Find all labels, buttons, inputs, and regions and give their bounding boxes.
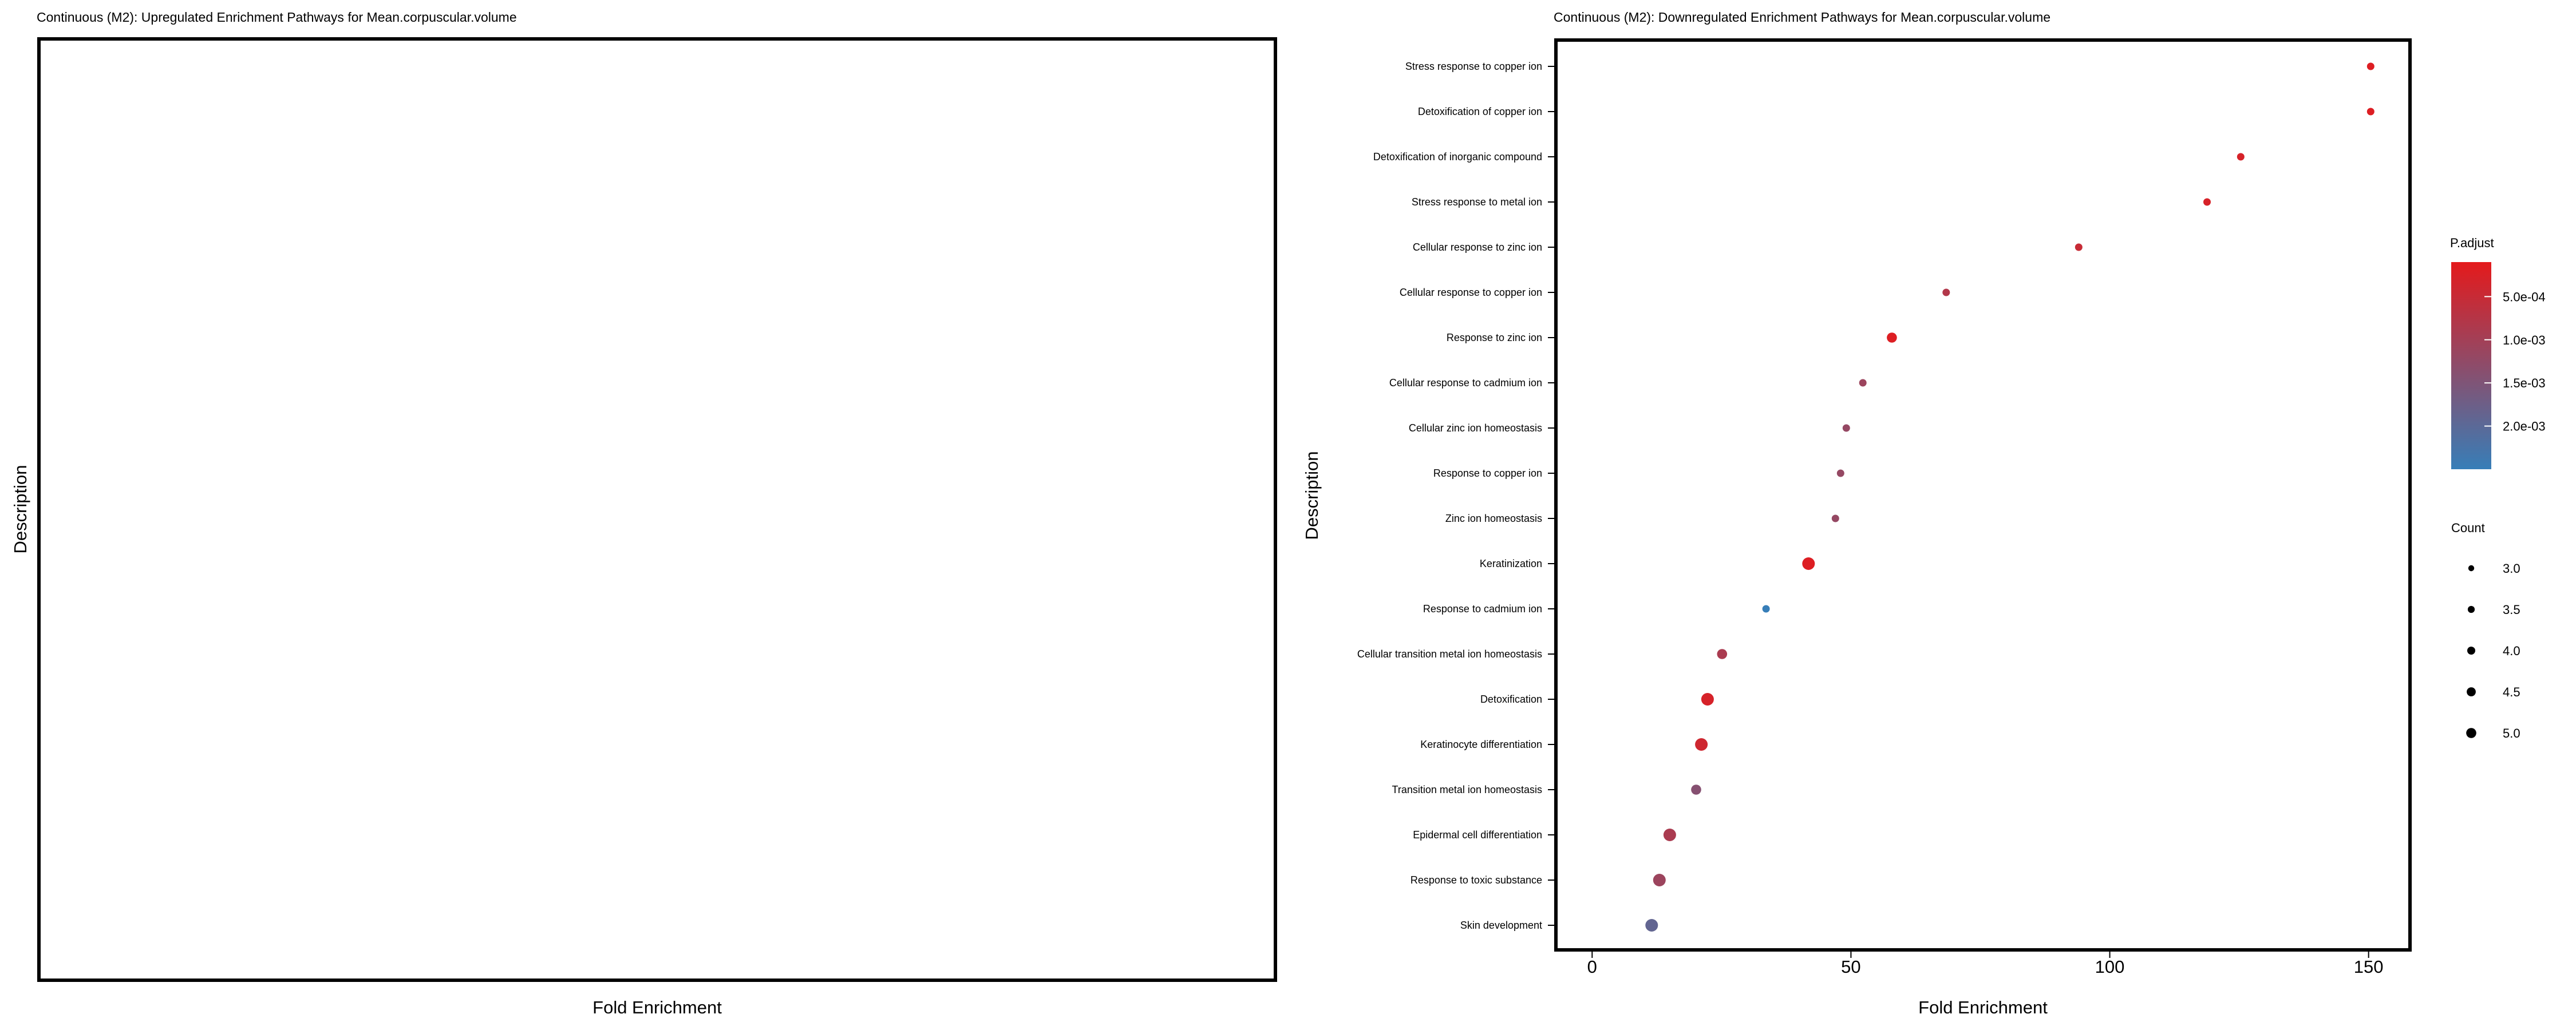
downregulated-x-axis-title: Fold Enrichment <box>1918 997 2048 1017</box>
category-label-zinc-ion-homeostasis: Zinc ion homeostasis <box>1445 513 1542 524</box>
padjust-legend: P.adjust 5.0e-04 1.0e-03 1.5e-03 2.0e-03 <box>2450 236 2546 469</box>
downregulated-panel: Continuous (M2): Downregulated Enrichmen… <box>1302 10 2412 1017</box>
count-legend: Count 3.0 3.5 4.0 4.5 5.0 <box>2451 521 2520 740</box>
upregulated-panel-title: Continuous (M2): Upregulated Enrichment … <box>37 10 517 25</box>
downregulated-plot-frame <box>1554 38 2412 952</box>
category-label-cellular-transition-metal-ion-homeostasis: Cellular transition metal ion homeostasi… <box>1357 648 1542 660</box>
category-label-cellular-response-to-copper-ion: Cellular response to copper ion <box>1400 287 1542 298</box>
category-label-cellular-response-to-zinc-ion: Cellular response to zinc ion <box>1413 241 1542 253</box>
category-label-keratinocyte-differentiation: Keratinocyte differentiation <box>1420 739 1542 750</box>
point-cellular-response-to-zinc-ion <box>2075 243 2083 251</box>
point-stress-response-to-metal-ion <box>2203 198 2211 206</box>
count-legend-items: 3.0 3.5 4.0 4.5 5.0 <box>2466 561 2520 740</box>
category-label-keratinization: Keratinization <box>1480 558 1542 569</box>
category-label-detoxification: Detoxification <box>1480 694 1542 705</box>
point-detoxification-of-copper-ion <box>2366 108 2374 116</box>
count-legend-label: 4.0 <box>2503 644 2520 658</box>
count-legend-dot <box>2467 647 2475 655</box>
data-points <box>1645 62 2374 932</box>
count-legend-dot <box>2466 728 2476 738</box>
count-legend-title: Count <box>2451 521 2485 535</box>
x-axis-ticks: 0 50 100 150 <box>1587 951 2384 977</box>
padjust-colorbar <box>2451 262 2491 469</box>
point-response-to-zinc-ion <box>1887 332 1897 343</box>
upregulated-plot-frame <box>37 37 1277 982</box>
downregulated-y-axis-title: Description <box>1302 451 1322 540</box>
point-cellular-transition-metal-ion-homeostasis <box>1717 649 1728 659</box>
padjust-tick-label: 1.5e-03 <box>2503 376 2546 390</box>
downregulated-panel-title: Continuous (M2): Downregulated Enrichmen… <box>1554 10 2050 25</box>
point-response-to-copper-ion <box>1836 469 1844 477</box>
x-tick-label-0: 0 <box>1587 957 1597 977</box>
count-legend-dot <box>2467 687 2476 696</box>
point-response-to-cadmium-ion <box>1762 605 1770 613</box>
point-transition-metal-ion-homeostasis <box>1691 785 1701 795</box>
category-label-response-to-cadmium-ion: Response to cadmium ion <box>1423 603 1542 615</box>
point-epidermal-cell-differentiation <box>1663 829 1676 841</box>
count-legend-label: 3.5 <box>2503 603 2520 617</box>
category-label-stress-response-to-metal-ion: Stress response to metal ion <box>1412 196 1542 208</box>
point-zinc-ion-homeostasis <box>1831 514 1839 522</box>
count-legend-label: 4.5 <box>2503 685 2520 699</box>
point-response-to-toxic-substance <box>1653 874 1666 886</box>
point-keratinocyte-differentiation <box>1695 738 1708 751</box>
point-cellular-response-to-copper-ion <box>1942 288 1950 296</box>
point-cellular-response-to-cadmium-ion <box>1859 379 1867 387</box>
y-axis-ticks <box>1548 66 1554 926</box>
padjust-legend-title: P.adjust <box>2450 236 2494 250</box>
padjust-tick-label: 1.0e-03 <box>2503 333 2546 347</box>
category-label-response-to-toxic-substance: Response to toxic substance <box>1411 874 1542 886</box>
point-cellular-zinc-ion-homeostasis <box>1842 424 1850 432</box>
point-skin-development <box>1645 919 1658 932</box>
point-stress-response-to-copper-ion <box>2366 62 2374 70</box>
x-tick-label-150: 150 <box>2354 957 2384 977</box>
count-legend-label: 3.0 <box>2503 561 2520 576</box>
padjust-tick-label: 5.0e-04 <box>2503 290 2546 304</box>
category-label-epidermal-cell-differentiation: Epidermal cell differentiation <box>1413 829 1542 841</box>
point-detoxification <box>1701 693 1714 706</box>
category-label-response-to-zinc-ion: Response to zinc ion <box>1447 332 1542 343</box>
x-tick-label-100: 100 <box>2095 957 2125 977</box>
count-legend-dot <box>2467 605 2475 613</box>
count-legend-label: 5.0 <box>2503 726 2520 740</box>
category-label-stress-response-to-copper-ion: Stress response to copper ion <box>1405 61 1542 72</box>
category-labels: Stress response to copper ion Detoxificat… <box>1357 61 1542 931</box>
category-label-response-to-copper-ion: Response to copper ion <box>1433 468 1542 479</box>
category-label-cellular-response-to-cadmium-ion: Cellular response to cadmium ion <box>1389 377 1542 389</box>
point-keratinization <box>1802 557 1815 570</box>
upregulated-panel: Continuous (M2): Upregulated Enrichment … <box>10 10 1277 1017</box>
point-detoxification-of-inorganic-compound <box>2237 153 2245 161</box>
category-label-transition-metal-ion-homeostasis: Transition metal ion homeostasis <box>1392 784 1542 795</box>
upregulated-y-axis-title: Description <box>10 465 30 553</box>
count-legend-dot <box>2468 565 2475 572</box>
category-label-detoxification-of-inorganic-compound: Detoxification of inorganic compound <box>1373 151 1542 163</box>
category-label-cellular-zinc-ion-homeostasis: Cellular zinc ion homeostasis <box>1409 422 1542 434</box>
padjust-tick-label: 2.0e-03 <box>2503 419 2546 434</box>
padjust-legend-ticks: 5.0e-04 1.0e-03 1.5e-03 2.0e-03 <box>2484 290 2546 434</box>
category-label-skin-development: Skin development <box>1460 920 1542 931</box>
upregulated-x-axis-title: Fold Enrichment <box>592 997 722 1017</box>
x-tick-label-50: 50 <box>1841 957 1860 977</box>
category-label-detoxification-of-copper-ion: Detoxification of copper ion <box>1418 106 1542 117</box>
